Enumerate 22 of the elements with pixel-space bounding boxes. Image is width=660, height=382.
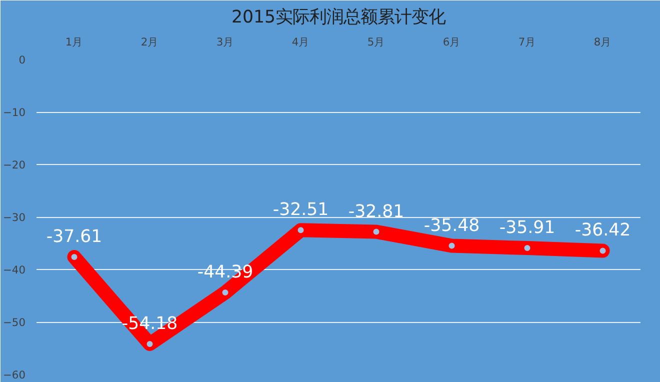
x-tick-label: 4月 bbox=[292, 36, 310, 48]
y-tick-label: −60 bbox=[3, 368, 26, 382]
y-tick-label: −30 bbox=[3, 211, 26, 224]
y-tick-label: 0 bbox=[18, 54, 26, 66]
data-label: -36.42 bbox=[574, 220, 631, 241]
x-tick-label: 2月 bbox=[140, 36, 159, 48]
y-tick-label: −50 bbox=[3, 316, 26, 329]
y-tick-label: −10 bbox=[3, 106, 26, 119]
data-label: -35.48 bbox=[424, 216, 480, 236]
x-tick-label: 3月 bbox=[216, 36, 234, 48]
data-label: -32.81 bbox=[348, 202, 404, 222]
y-tick-label: −40 bbox=[3, 264, 26, 276]
data-label: -37.61 bbox=[46, 226, 102, 247]
x-tick-label: 7月 bbox=[518, 36, 536, 48]
x-tick-label: 6月 bbox=[442, 36, 461, 48]
x-tick-label: 5月 bbox=[367, 36, 386, 48]
data-label: -35.91 bbox=[499, 218, 556, 238]
x-tick-label: 8月 bbox=[594, 36, 612, 48]
chart-title: 2015实际利润总额累计变化 bbox=[231, 8, 446, 28]
data-label: -32.51 bbox=[272, 200, 329, 220]
y-tick-label: −20 bbox=[3, 158, 26, 172]
x-tick-label: 1月 bbox=[65, 36, 84, 48]
